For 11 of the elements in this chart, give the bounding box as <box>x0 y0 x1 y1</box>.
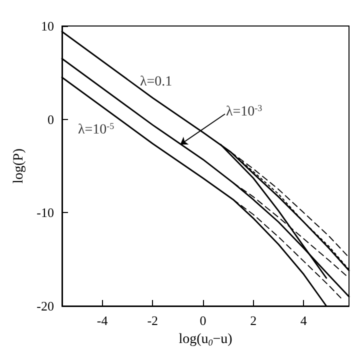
y-axis-title: log(P) <box>11 148 26 184</box>
annotation: λ=0.1 <box>140 74 172 90</box>
x-tick-label: 0 <box>200 313 206 328</box>
x-tick-label: -4 <box>96 313 108 328</box>
y-tick-label: -10 <box>36 205 54 220</box>
x-tick-label: 2 <box>250 313 257 328</box>
y-tick-label: -20 <box>36 298 54 314</box>
y-tick-label: 0 <box>48 112 54 127</box>
y-tick-label: 10 <box>41 18 54 34</box>
x-tick-label: -2 <box>147 313 158 328</box>
x-tick-label: 4 <box>300 313 308 328</box>
